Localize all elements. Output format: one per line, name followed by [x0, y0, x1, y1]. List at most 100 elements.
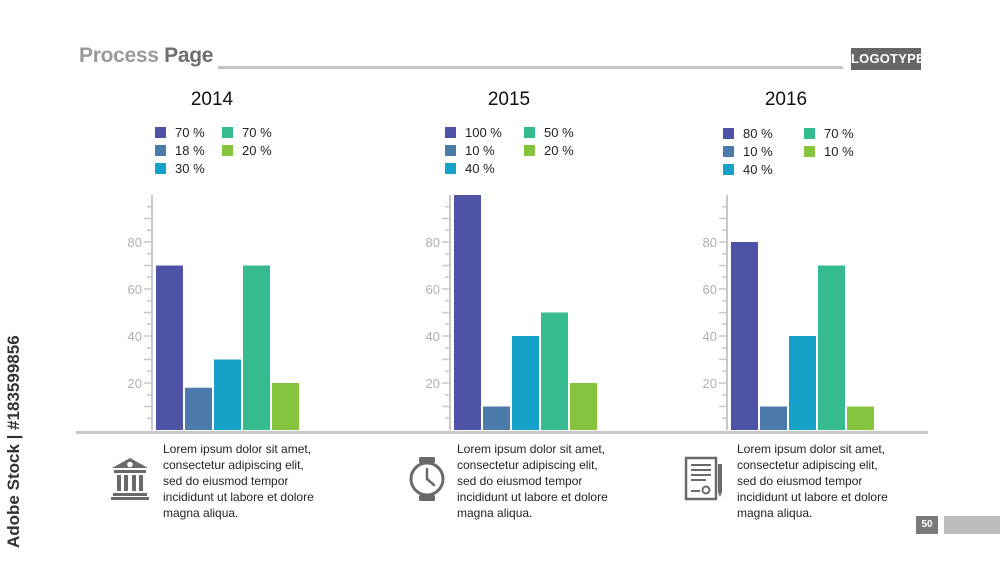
year-label-2015: 2015 — [487, 89, 531, 110]
y-tick-label: 40 — [426, 329, 440, 344]
description-line: Lorem ipsum dolor sit amet, — [457, 442, 606, 456]
legend-2015: 100 % 10 % 40 % 50 % 20 % — [445, 125, 585, 185]
chart-baseline — [76, 431, 928, 434]
legend-value: 18 % — [175, 143, 205, 158]
legend-value: 40 % — [465, 161, 495, 176]
description-line: consectetur adipiscing elit, — [163, 458, 304, 472]
bar — [454, 195, 481, 430]
description-line: incididunt ut labore et dolore — [737, 490, 888, 504]
description-line: consectetur adipiscing elit, — [737, 458, 878, 472]
legend-swatch — [524, 145, 535, 156]
description-line: consectetur adipiscing elit, — [457, 458, 598, 472]
legend-value: 20 % — [544, 143, 574, 158]
bar-chart-2015: 20 40 60 80 — [426, 195, 597, 430]
legend-item: 20 % — [222, 143, 272, 159]
legend-value: 10 % — [743, 144, 773, 159]
bar — [760, 406, 787, 430]
clock-icon — [409, 457, 445, 501]
bar-chart-2016: 20 40 60 80 — [703, 195, 874, 430]
contract-icon — [684, 456, 722, 501]
description-line: magna aliqua. — [457, 506, 533, 520]
legend-item: 70 % — [804, 126, 854, 142]
y-tick-label: 80 — [128, 235, 142, 250]
legend-swatch — [155, 145, 166, 156]
legend-swatch — [524, 127, 535, 138]
legend-item: 70 % — [155, 125, 205, 141]
bar — [185, 387, 212, 430]
description-line: magna aliqua. — [737, 506, 813, 520]
logotype: LOGOTYPE — [851, 48, 925, 70]
page-title: Process Page — [79, 44, 213, 68]
legend-item: 18 % — [155, 143, 205, 159]
legend-item: 10 % — [723, 144, 773, 160]
legend-value: 70 % — [242, 125, 272, 140]
bar — [243, 265, 270, 430]
page-title-light: Process — [79, 44, 165, 67]
bar — [272, 383, 299, 430]
description-2015: Lorem ipsum dolor sit amet, consectetur … — [457, 441, 647, 521]
legend-value: 10 % — [824, 144, 854, 159]
description-2016: Lorem ipsum dolor sit amet, consectetur … — [737, 441, 927, 521]
description-line: incididunt ut labore et dolore — [163, 490, 314, 504]
legend-swatch — [222, 145, 233, 156]
bar — [570, 383, 597, 430]
legend-value: 50 % — [544, 125, 574, 140]
y-tick-label: 60 — [128, 282, 142, 297]
description-line: sed do eiusmod tempor — [457, 474, 583, 488]
legend-value: 40 % — [743, 162, 773, 177]
description-line: Lorem ipsum dolor sit amet, — [737, 442, 886, 456]
page-number: 50 — [916, 516, 938, 534]
legend-value: 10 % — [465, 143, 495, 158]
legend-item: 50 % — [524, 125, 574, 141]
legend-value: 70 % — [824, 126, 854, 141]
legend-2014: 70 % 18 % 30 % 70 % 20 % — [155, 125, 295, 185]
legend-item: 40 % — [445, 161, 495, 177]
legend-swatch — [155, 163, 166, 174]
bar — [156, 265, 183, 430]
page-footer-bar — [944, 516, 1000, 534]
y-tick-label: 60 — [703, 282, 717, 297]
description-2014: Lorem ipsum dolor sit amet, consectetur … — [163, 441, 353, 521]
y-tick-label: 20 — [703, 376, 717, 391]
y-tick-label: 60 — [426, 282, 440, 297]
y-tick-label: 40 — [703, 329, 717, 344]
legend-value: 100 % — [465, 125, 502, 140]
description-line: sed do eiusmod tempor — [163, 474, 289, 488]
legend-swatch — [723, 146, 734, 157]
bar — [731, 242, 758, 430]
legend-swatch — [222, 127, 233, 138]
legend-swatch — [155, 127, 166, 138]
legend-item: 40 % — [723, 162, 773, 178]
legend-swatch — [804, 146, 815, 157]
year-label-2014: 2014 — [190, 89, 234, 110]
description-line: magna aliqua. — [163, 506, 239, 520]
legend-value: 30 % — [175, 161, 205, 176]
page-title-dark: Page — [164, 44, 214, 67]
legend-2016: 80 % 10 % 40 % 70 % 10 % — [723, 126, 863, 186]
legend-value: 70 % — [175, 125, 205, 140]
legend-item: 10 % — [445, 143, 495, 159]
description-line: Lorem ipsum dolor sit amet, — [163, 442, 312, 456]
description-line: sed do eiusmod tempor — [737, 474, 863, 488]
bar — [483, 406, 510, 430]
legend-swatch — [723, 128, 734, 139]
bar — [818, 265, 845, 430]
y-tick-label: 80 — [703, 235, 717, 250]
legend-item: 100 % — [445, 125, 502, 141]
legend-item: 80 % — [723, 126, 773, 142]
y-tick-label: 20 — [426, 376, 440, 391]
legend-item: 10 % — [804, 144, 854, 160]
bar — [214, 359, 241, 430]
bar — [847, 406, 874, 430]
legend-value: 20 % — [242, 143, 272, 158]
legend-swatch — [445, 127, 456, 138]
y-tick-label: 20 — [128, 376, 142, 391]
bar-chart-2014: 20 40 60 80 — [128, 195, 299, 430]
legend-value: 80 % — [743, 126, 773, 141]
legend-swatch — [445, 163, 456, 174]
legend-item: 70 % — [222, 125, 272, 141]
legend-swatch — [723, 164, 734, 175]
legend-item: 20 % — [524, 143, 574, 159]
legend-item: 30 % — [155, 161, 205, 177]
y-tick-label: 80 — [426, 235, 440, 250]
